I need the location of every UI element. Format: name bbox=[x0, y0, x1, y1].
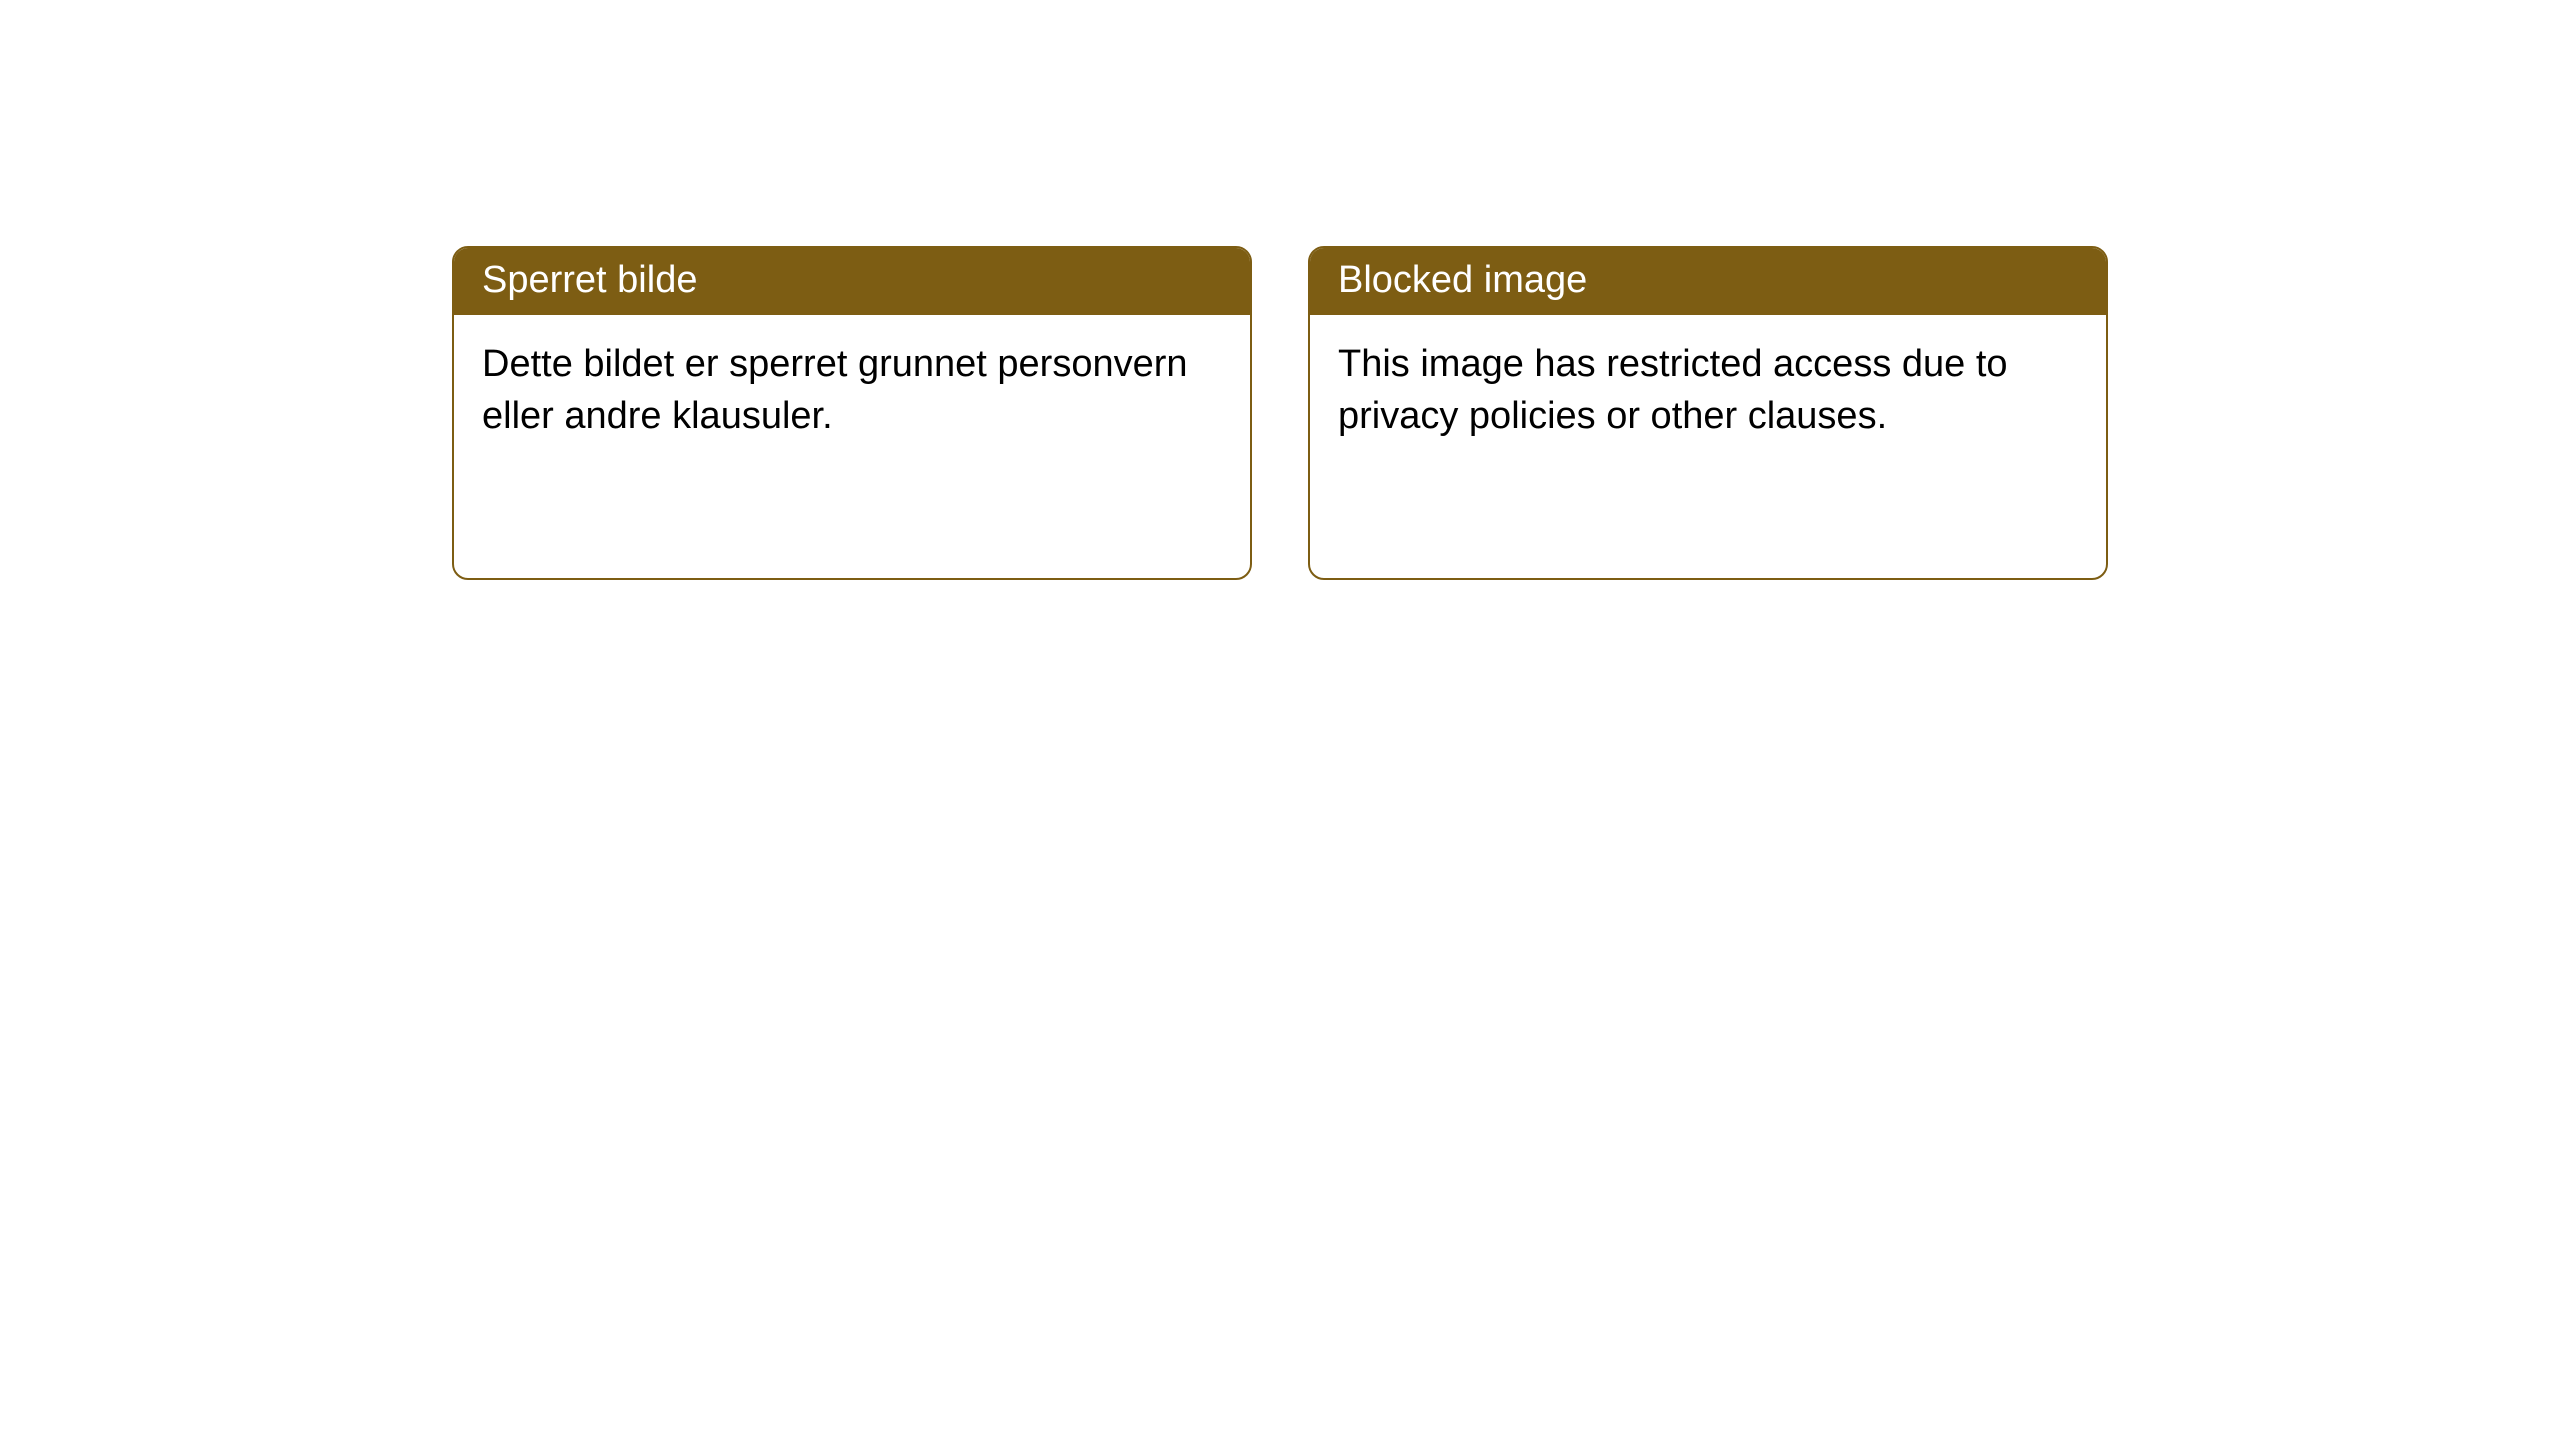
notice-header: Sperret bilde bbox=[454, 248, 1250, 315]
notice-card-english: Blocked image This image has restricted … bbox=[1308, 246, 2108, 580]
notice-body: Dette bildet er sperret grunnet personve… bbox=[454, 315, 1250, 466]
notice-cards-container: Sperret bilde Dette bildet er sperret gr… bbox=[0, 0, 2560, 580]
notice-body: This image has restricted access due to … bbox=[1310, 315, 2106, 466]
notice-card-norwegian: Sperret bilde Dette bildet er sperret gr… bbox=[452, 246, 1252, 580]
notice-header: Blocked image bbox=[1310, 248, 2106, 315]
